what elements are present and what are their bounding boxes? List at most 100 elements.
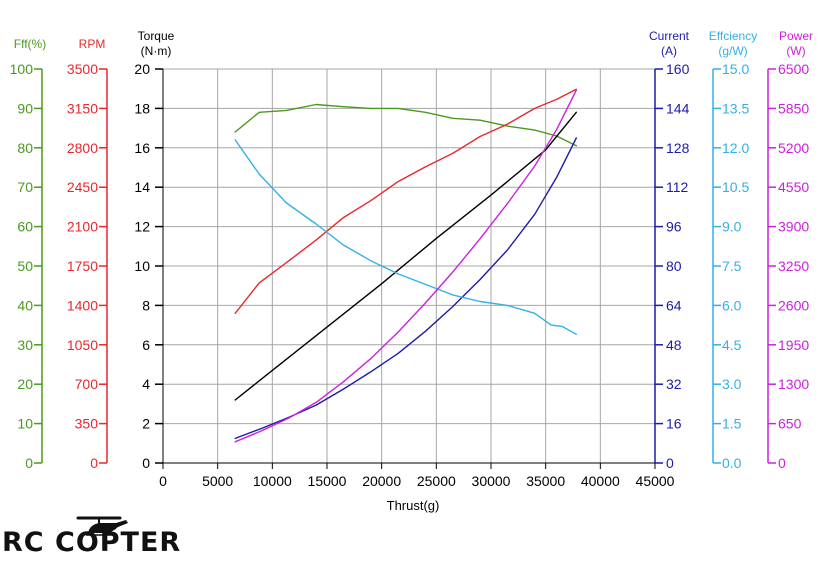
y-tick-label-gw: 4.5 bbox=[722, 337, 742, 353]
y-tick-label-current: 80 bbox=[666, 258, 682, 274]
y-tick-label-torque: 6 bbox=[142, 337, 150, 353]
axis-unit-current: (A) bbox=[661, 44, 677, 58]
y-tick-label-gw: 10.5 bbox=[722, 179, 749, 195]
y-tick-label-gw: 0.0 bbox=[722, 455, 742, 471]
y-tick-label-power: 1950 bbox=[778, 337, 809, 353]
y-tick-label-torque: 18 bbox=[134, 100, 150, 116]
y-tick-label-current: 64 bbox=[666, 297, 682, 313]
y-tick-label-current: 144 bbox=[666, 100, 690, 116]
y-tick-label-rpm: 2800 bbox=[67, 140, 98, 156]
y-tick-label-torque: 0 bbox=[142, 455, 150, 471]
series-line-current bbox=[234, 137, 577, 440]
x-tick-label: 10000 bbox=[253, 473, 292, 489]
y-tick-label-power: 2600 bbox=[778, 297, 809, 313]
y-tick-label-gw: 9.0 bbox=[722, 219, 742, 235]
x-axis-title: Thrust(g) bbox=[387, 498, 440, 513]
y-tick-label-eff: 80 bbox=[17, 140, 33, 156]
grid-layer bbox=[163, 68, 655, 463]
series-line-torque bbox=[234, 111, 577, 401]
helicopter-icon bbox=[76, 516, 128, 536]
logo-group: RC COPTER bbox=[2, 516, 180, 558]
y-tick-label-current: 48 bbox=[666, 337, 682, 353]
y-tick-label-power: 1300 bbox=[778, 376, 809, 392]
series-line-power bbox=[234, 89, 577, 443]
y-tick-label-gw: 3.0 bbox=[722, 376, 742, 392]
y-tick-label-rpm: 2450 bbox=[67, 179, 98, 195]
y-tick-label-eff: 100 bbox=[10, 61, 34, 77]
axis-title-power: Power bbox=[779, 29, 813, 43]
series-line-rpm bbox=[234, 88, 577, 314]
series-layer bbox=[234, 88, 577, 443]
y-tick-label-power: 650 bbox=[778, 416, 802, 432]
y-tick-label-rpm: 1750 bbox=[67, 258, 98, 274]
series-line-gw bbox=[234, 139, 577, 335]
y-tick-label-torque: 12 bbox=[134, 219, 150, 235]
axis-title-torque: Torque bbox=[138, 29, 175, 43]
y-tick-label-eff: 10 bbox=[17, 416, 33, 432]
y-tick-label-current: 96 bbox=[666, 219, 682, 235]
axis-unit-torque: (N·m) bbox=[141, 44, 172, 58]
y-tick-label-gw: 13.5 bbox=[722, 100, 749, 116]
axis-unit-power: (W) bbox=[786, 44, 805, 58]
y-tick-label-current: 32 bbox=[666, 376, 682, 392]
y-tick-label-power: 3250 bbox=[778, 258, 809, 274]
y-axis-eff: 0 10 20 30 40 50 60 70 80 90 100 Fff(%) bbox=[10, 37, 47, 471]
y-tick-label-gw: 1.5 bbox=[722, 416, 742, 432]
y-tick-label-eff: 0 bbox=[25, 455, 33, 471]
axis-title-rpm: RPM bbox=[79, 37, 106, 51]
series-line-eff bbox=[234, 103, 577, 147]
y-tick-label-rpm: 1050 bbox=[67, 337, 98, 353]
y-tick-label-torque: 16 bbox=[134, 140, 150, 156]
y-tick-label-current: 128 bbox=[666, 140, 690, 156]
x-tick-label: 45000 bbox=[636, 473, 675, 489]
y-tick-label-rpm: 0 bbox=[90, 455, 98, 471]
x-tick-label: 0 bbox=[159, 473, 167, 489]
y-tick-label-eff: 90 bbox=[17, 100, 33, 116]
y-tick-label-rpm: 700 bbox=[75, 376, 99, 392]
y-tick-label-eff: 60 bbox=[17, 219, 33, 235]
x-tick-label: 20000 bbox=[362, 473, 401, 489]
x-tick-label: 40000 bbox=[581, 473, 620, 489]
y-axis-current: 0 16 32 48 64 80 96 112 128 144 160 Current(A) bbox=[649, 29, 690, 471]
y-tick-label-eff: 20 bbox=[17, 376, 33, 392]
y-tick-label-torque: 20 bbox=[134, 61, 150, 77]
y-tick-label-power: 6500 bbox=[778, 61, 809, 77]
axis-title-current: Current bbox=[649, 29, 690, 43]
y-axis-rpm: 0 350 700 1050 1400 1750 2100 2450 2800 3150 3500 R… bbox=[67, 37, 108, 471]
rc-copter-logo: RC COPTER bbox=[2, 516, 180, 558]
y-tick-label-eff: 70 bbox=[17, 179, 33, 195]
y-tick-label-eff: 30 bbox=[17, 337, 33, 353]
x-tick-label: 30000 bbox=[472, 473, 511, 489]
y-tick-label-gw: 12.0 bbox=[722, 140, 749, 156]
y-tick-label-power: 4550 bbox=[778, 179, 809, 195]
axis-title-gw: Effciency bbox=[709, 29, 757, 43]
y-tick-label-power: 5850 bbox=[778, 100, 809, 116]
y-tick-label-gw: 6.0 bbox=[722, 297, 742, 313]
y-tick-label-eff: 50 bbox=[17, 258, 33, 274]
y-tick-label-gw: 7.5 bbox=[722, 258, 742, 274]
y-tick-label-torque: 2 bbox=[142, 416, 150, 432]
x-tick-label: 35000 bbox=[526, 473, 565, 489]
y-tick-label-gw: 15.0 bbox=[722, 61, 749, 77]
y-tick-label-power: 5200 bbox=[778, 140, 809, 156]
y-tick-label-torque: 8 bbox=[142, 297, 150, 313]
y-tick-label-rpm: 350 bbox=[75, 416, 99, 432]
y-tick-label-torque: 10 bbox=[134, 258, 150, 274]
y-tick-label-torque: 4 bbox=[142, 376, 150, 392]
axes-layer: 0102030405060708090100Fff(%)035070010501… bbox=[10, 29, 813, 471]
x-tick-label: 5000 bbox=[202, 473, 233, 489]
y-tick-label-power: 3900 bbox=[778, 219, 809, 235]
y-tick-label-current: 16 bbox=[666, 416, 682, 432]
y-axis-power: 0 650 1300 1950 2600 3250 3900 4550 5200 5850 6500… bbox=[767, 29, 813, 471]
axis-title-eff: Fff(%) bbox=[14, 37, 46, 51]
y-tick-label-current: 112 bbox=[666, 179, 689, 195]
y-tick-label-rpm: 3500 bbox=[67, 61, 98, 77]
y-tick-label-rpm: 1400 bbox=[67, 297, 98, 313]
x-tick-label: 15000 bbox=[308, 473, 347, 489]
x-axis: 0 5000 10000 15000 20000 25000 30000 35000 40000… bbox=[159, 462, 675, 513]
y-axis-torque: 0 2 4 6 8 10 12 14 16 18 20 Torque(N·m) bbox=[134, 29, 174, 471]
y-tick-label-rpm: 3150 bbox=[67, 100, 98, 116]
axis-unit-gw: (g/W) bbox=[718, 44, 747, 58]
